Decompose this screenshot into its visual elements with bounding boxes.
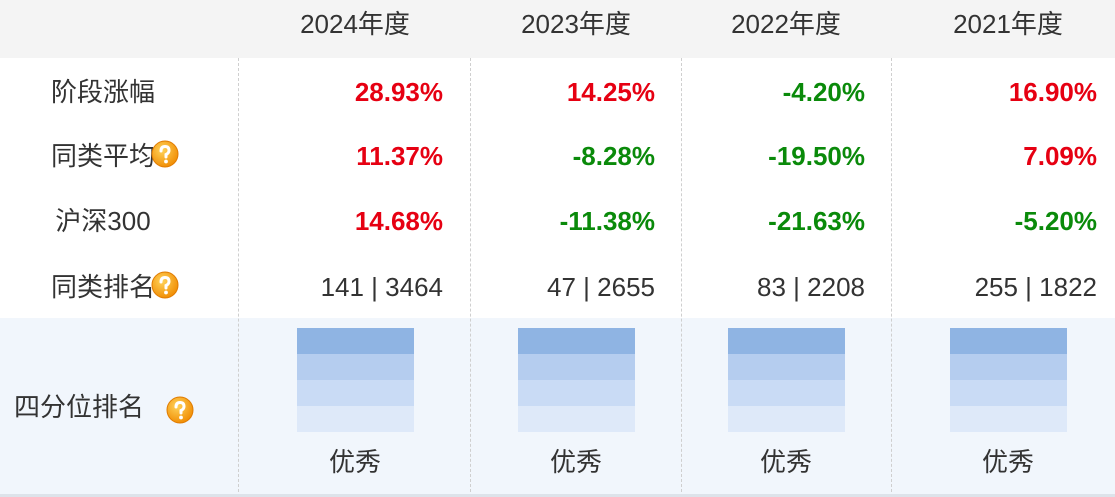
cell-value: -11.38% <box>559 206 655 236</box>
column-divider <box>238 58 239 497</box>
help-icon-graphic <box>151 140 179 168</box>
quartile-segment <box>518 354 635 380</box>
cell-value: 255 | 1822 <box>974 272 1097 302</box>
column-header: 2021年度 <box>953 9 1063 39</box>
quartile-rating: 优秀 <box>981 447 1034 477</box>
cell-value: 11.37% <box>356 141 443 171</box>
quartile-segment <box>728 328 845 354</box>
cell-value: 7.09% <box>1023 141 1097 171</box>
cell-value: -5.20% <box>1014 206 1097 236</box>
column-header: 2022年度 <box>731 9 841 39</box>
cell-value: 28.93% <box>354 77 443 107</box>
quartile-segment <box>518 406 635 432</box>
cell-value: 16.90% <box>1008 77 1097 107</box>
quartile-segment <box>950 406 1067 432</box>
quartile-segment <box>950 380 1067 406</box>
cell-value: -21.63% <box>768 206 865 236</box>
quartile-segment <box>518 328 635 354</box>
cell-value: -19.50% <box>768 141 865 171</box>
cell-value: -4.20% <box>782 77 865 107</box>
quartile-rating: 优秀 <box>549 447 602 477</box>
row-label: 四分位排名 <box>14 392 145 422</box>
row-label: 沪深300 <box>55 206 151 236</box>
help-icon[interactable] <box>166 396 194 424</box>
cell-value: 141 | 3464 <box>320 272 443 302</box>
quartile-segment <box>950 328 1067 354</box>
column-divider <box>470 58 471 497</box>
quartile-segment <box>728 406 845 432</box>
row-label: 同类排名 <box>50 272 155 302</box>
cell-value: -8.28% <box>572 141 655 171</box>
help-icon[interactable] <box>151 271 179 299</box>
bottom-border <box>0 494 1115 497</box>
quartile-segment <box>728 354 845 380</box>
quartile-segment <box>297 328 414 354</box>
row-label: 同类平均 <box>50 141 155 171</box>
column-header: 2024年度 <box>300 9 410 39</box>
quartile-segment <box>297 354 414 380</box>
quartile-segment <box>297 380 414 406</box>
header-background <box>0 0 1115 58</box>
column-divider <box>681 58 682 497</box>
quartile-rating: 优秀 <box>328 447 381 477</box>
cell-value: 14.25% <box>566 77 655 107</box>
quartile-segment <box>297 406 414 432</box>
column-header: 2023年度 <box>521 9 631 39</box>
cell-value: 14.68% <box>354 206 443 236</box>
cell-value: 47 | 2655 <box>547 272 655 302</box>
help-icon-graphic <box>151 271 179 299</box>
cell-value: 83 | 2208 <box>757 272 865 302</box>
column-divider <box>891 58 892 497</box>
quartile-rating: 优秀 <box>759 447 812 477</box>
help-icon[interactable] <box>151 140 179 168</box>
quartile-segment <box>518 380 635 406</box>
row-label: 阶段涨幅 <box>50 77 155 107</box>
help-icon-graphic <box>166 396 194 424</box>
quartile-segment <box>950 354 1067 380</box>
quartile-segment <box>728 380 845 406</box>
